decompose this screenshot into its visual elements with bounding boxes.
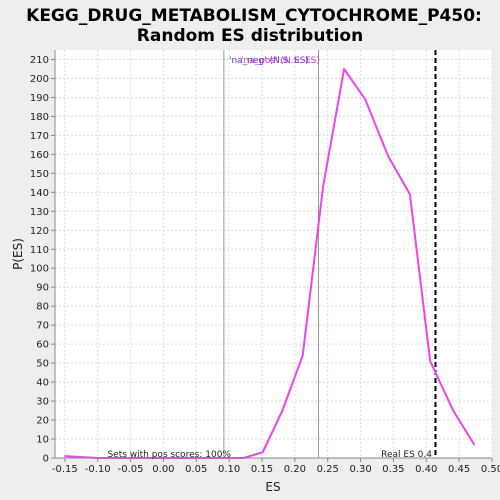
data-point [343,68,345,70]
y-tick-label: 90 [36,283,49,294]
x-ticks: -0.15 -0.10 -0.05 0.00 0.05 0.10 0.15 0.20 0.25 0… [52,458,500,475]
y-tick-label: 60 [36,340,49,351]
y-tick-label: 210 [30,55,49,66]
y-ticks: 0 10 20 30 40 50 60 70 80 90 100 110 120 130 140 150 160… [30,55,55,465]
data-point [473,443,476,446]
x-axis-label: ES [265,480,280,494]
data-point [301,354,304,357]
annotation-pos-scores: Sets with pos scores: 100% [107,450,231,460]
y-tick-label: 120 [30,226,49,237]
y-tick-label: 170 [30,131,49,142]
y-tick-label: 30 [36,397,49,408]
y-tick-label: 0 [43,454,49,465]
x-tick-label: 0.05 [185,464,207,475]
data-point [261,451,264,454]
x-tick-label: 0.30 [349,464,371,475]
y-tick-label: 100 [30,264,49,275]
y-tick-label: 10 [36,435,49,446]
data-point [322,185,324,188]
y-tick-label: 150 [30,169,49,180]
data-point [387,155,389,158]
chart-title-line1: KEGG_DRUG_METABOLISM_CYTOCHROME_P450: [26,6,482,26]
data-point [409,193,411,196]
plot-area [55,50,492,458]
x-tick-label: -0.15 [52,464,78,475]
y-tick-label: 50 [36,359,49,370]
x-tick-label: 0.35 [382,464,404,475]
data-point [429,360,432,363]
x-tick-label: 0.40 [415,464,437,475]
data-point [364,98,366,101]
y-tick-label: 130 [30,207,49,218]
x-tick-label: 0.45 [448,464,470,475]
y-tick-label: 70 [36,321,49,332]
data-point [452,409,455,412]
data-point [281,409,284,412]
data-point [64,455,66,457]
x-tick-label: 0.50 [481,464,500,475]
legend-na-pos: 'na_pos' (N.S. ES) [241,56,320,66]
chart-title-line2: Random ES distribution [137,26,363,46]
x-tick-label: 0.25 [317,464,339,475]
reference-lines [223,50,437,458]
x-tick-label: 0.10 [218,464,240,475]
y-axis-label: P(ES) [11,238,25,270]
y-tick-label: 80 [36,302,49,313]
x-tick-label: 0.20 [284,464,306,475]
y-tick-label: 160 [30,150,49,161]
x-tick-label: -0.10 [85,464,111,475]
y-tick-label: 40 [36,378,49,389]
y-tick-label: 190 [30,93,49,104]
legend-na-neg: 'na_neg' (N.S. ES) [229,56,309,66]
annotation-real-es: Real ES 0.4 [381,450,432,460]
y-tick-label: 180 [30,112,49,123]
y-tick-label: 140 [30,188,49,199]
x-tick-label: 0.00 [152,464,174,475]
y-tick-label: 20 [36,416,49,427]
x-tick-label: 0.15 [251,464,273,475]
y-tick-label: 110 [30,245,49,256]
y-tick-label: 200 [30,74,49,85]
x-tick-label: -0.05 [118,464,144,475]
